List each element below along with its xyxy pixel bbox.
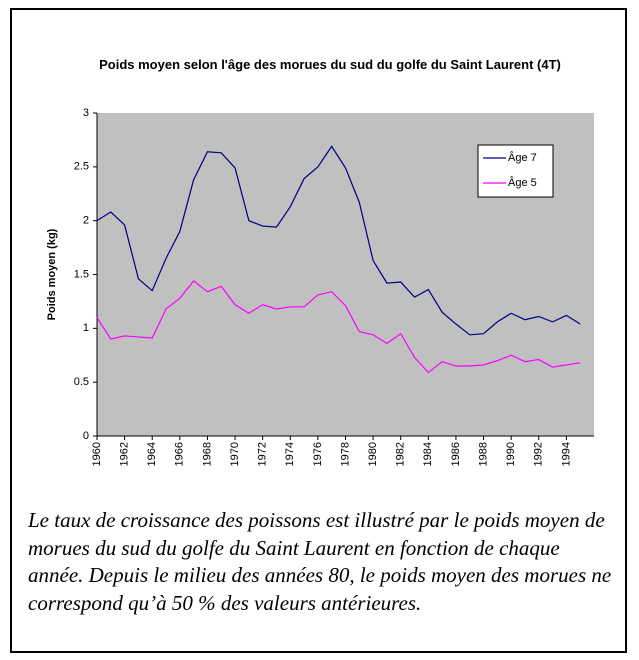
series-line — [96, 145, 581, 336]
legend-box — [477, 144, 554, 198]
y-tick-label: 0 — [83, 430, 89, 442]
x-tick-label: 1976 — [312, 442, 324, 466]
x-tick-label: 1964 — [146, 442, 158, 466]
frame — [10, 8, 627, 653]
x-tick-label: 1992 — [533, 442, 545, 466]
caption: Le taux de croissance des poissons est i… — [28, 508, 612, 615]
x-tick-label: 1990 — [505, 442, 517, 466]
x-tick-label: 1994 — [560, 442, 572, 466]
x-tick-label: 1978 — [339, 442, 351, 466]
y-tick-label: 1 — [83, 322, 89, 334]
series-line — [96, 280, 581, 374]
y-tick-label: 3 — [83, 107, 89, 119]
x-tick-label: 1968 — [201, 442, 213, 466]
x-tick-label: 1988 — [477, 442, 489, 466]
x-tick-label: 1986 — [450, 442, 462, 466]
legend-label: Âge 7 — [508, 151, 537, 164]
x-tick-label: 1970 — [229, 442, 241, 466]
x-tick-label: 1962 — [119, 442, 131, 466]
x-tick-label: 1960 — [91, 442, 103, 466]
x-tick-label: 1984 — [422, 442, 434, 466]
x-tick-label: 1982 — [395, 442, 407, 466]
legend-label: Âge 5 — [508, 176, 537, 189]
y-tick-label: 2 — [83, 215, 89, 227]
y-tick-label: 2.5 — [74, 161, 89, 173]
x-tick-label: 1980 — [367, 442, 379, 466]
y-tick-label: 1.5 — [74, 268, 89, 280]
x-tick-label: 1966 — [174, 442, 186, 466]
x-tick-label: 1972 — [257, 442, 269, 466]
x-tick-label: 1974 — [284, 442, 296, 466]
y-tick-label: 0.5 — [74, 376, 89, 388]
y-axis-label: Poids moyen (kg) — [46, 228, 58, 320]
chart-title: Poids moyen selon l'âge des morues du su… — [99, 57, 561, 72]
